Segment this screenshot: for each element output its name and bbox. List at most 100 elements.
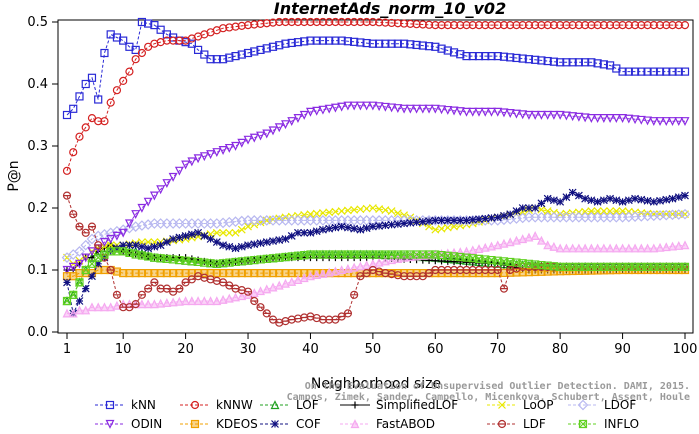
- data-point: [99, 238, 109, 247]
- data-point: [131, 55, 140, 64]
- data-point: [156, 269, 165, 278]
- data-point: [549, 267, 559, 276]
- series-ldof: [61, 208, 691, 263]
- data-point: [393, 220, 402, 229]
- data-point: [561, 111, 571, 121]
- legend-label: LDOF: [604, 398, 636, 412]
- data-point: [92, 230, 104, 242]
- legend-label: SimplifiedLOF: [376, 398, 458, 412]
- data-point: [493, 240, 503, 250]
- data-point: [618, 114, 628, 123]
- data-point: [512, 21, 521, 30]
- data-point: [274, 123, 284, 133]
- data-point: [680, 240, 690, 250]
- data-point: [225, 242, 234, 251]
- data-point: [99, 302, 109, 312]
- data-point: [293, 38, 303, 47]
- data-point: [319, 225, 327, 234]
- data-point: [481, 51, 490, 61]
- data-point: [125, 67, 134, 76]
- legend-marker: [270, 400, 280, 410]
- data-point: [305, 107, 315, 117]
- legend-marker: [351, 401, 359, 409]
- data-point: [356, 205, 365, 214]
- data-point: [330, 266, 340, 276]
- data-point: [75, 92, 84, 101]
- data-point: [231, 51, 240, 61]
- legend-label: INFLO: [604, 417, 639, 431]
- data-point: [106, 234, 116, 244]
- data-point: [456, 50, 465, 59]
- legend-label: LOF: [296, 398, 319, 412]
- data-point: [237, 269, 246, 278]
- data-point: [437, 21, 446, 30]
- data-point: [568, 112, 578, 122]
- data-point: [424, 104, 434, 114]
- data-point: [456, 216, 465, 225]
- data-point: [450, 222, 458, 231]
- data-point: [506, 21, 515, 30]
- data-point: [168, 172, 178, 182]
- y-tick-label: 0.4: [27, 77, 48, 92]
- legend-marker: [105, 419, 115, 429]
- data-point: [199, 296, 209, 306]
- data-point: [137, 242, 146, 251]
- data-point: [387, 220, 396, 229]
- data-point: [312, 106, 322, 116]
- legend-label: kNN: [131, 398, 156, 412]
- data-point: [549, 110, 559, 120]
- data-point: [387, 255, 397, 265]
- data-point: [150, 278, 159, 287]
- data-point: [281, 278, 290, 288]
- data-point: [512, 207, 521, 216]
- data-point: [62, 265, 72, 275]
- data-point: [81, 253, 91, 263]
- data-point: [474, 244, 484, 254]
- data-point: [68, 308, 78, 318]
- data-point: [468, 107, 478, 117]
- legend-marker: [577, 399, 589, 411]
- data-point: [380, 102, 390, 112]
- data-point: [530, 231, 540, 240]
- data-point: [106, 265, 115, 275]
- data-point: [649, 21, 658, 30]
- data-point: [343, 17, 353, 27]
- data-point: [75, 132, 84, 141]
- data-point: [405, 104, 415, 114]
- data-point: [649, 243, 659, 253]
- data-point: [468, 51, 477, 61]
- data-point: [487, 21, 496, 30]
- data-point: [524, 55, 534, 64]
- data-point: [562, 21, 571, 30]
- data-point: [62, 166, 72, 175]
- data-point: [175, 233, 184, 242]
- data-point: [312, 227, 321, 236]
- data-point: [62, 110, 72, 120]
- data-point: [274, 280, 284, 290]
- data-point: [500, 211, 508, 220]
- data-point: [94, 241, 103, 250]
- data-point: [606, 194, 615, 203]
- data-point: [112, 300, 122, 310]
- data-point: [275, 236, 284, 244]
- data-point: [536, 235, 546, 245]
- data-point: [162, 269, 171, 278]
- data-point: [431, 21, 440, 30]
- data-point: [400, 219, 409, 228]
- y-axis-label: P@n: [6, 160, 22, 191]
- data-point: [450, 216, 458, 225]
- data-point: [156, 25, 165, 34]
- data-point: [468, 21, 477, 30]
- data-point: [543, 21, 552, 30]
- data-point: [125, 269, 134, 278]
- data-point: [212, 269, 221, 278]
- data-point: [150, 269, 159, 278]
- data-point: [681, 191, 689, 200]
- data-point: [206, 235, 215, 243]
- data-point: [175, 36, 184, 45]
- data-point: [568, 188, 577, 197]
- data-point: [325, 208, 334, 217]
- data-point: [212, 148, 222, 158]
- data-point: [118, 228, 128, 238]
- data-point: [505, 109, 515, 118]
